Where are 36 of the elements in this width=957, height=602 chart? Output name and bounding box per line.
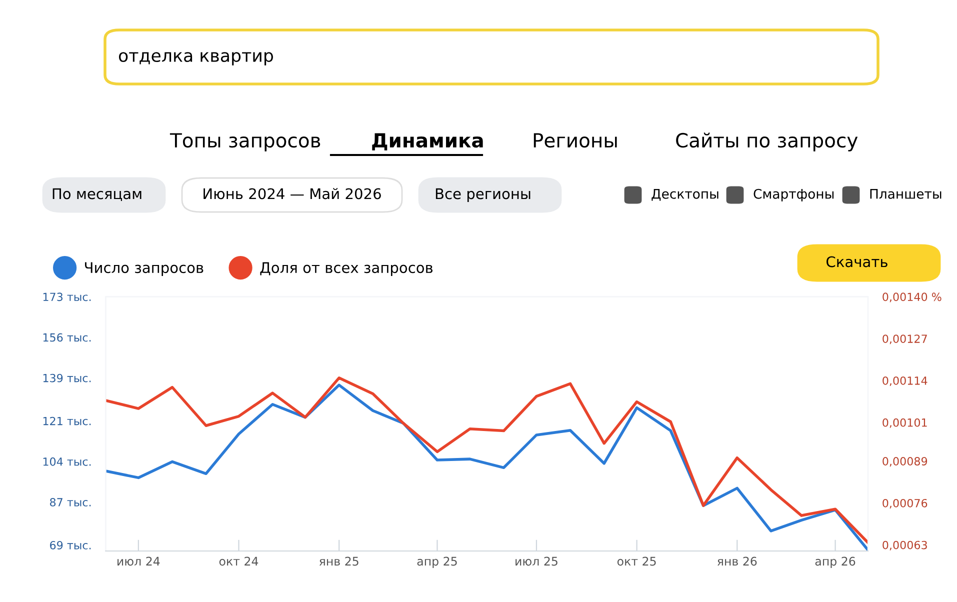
chart-title: отделка квартир — [118, 52, 274, 66]
text: Июнь 2024 — Май 2026 — [204, 188, 381, 200]
x-tick-label: окт 24 — [219, 556, 258, 566]
x-tick-label: июл 24 — [118, 556, 160, 566]
y2-tick-label: 0,00127 — [882, 334, 927, 344]
y2-tick-label: 0,00114 — [882, 376, 928, 386]
text: Динамика — [372, 133, 483, 150]
y2-tick-label: 0,00140 % — [882, 292, 942, 302]
y2-tick-label: 0,00063 — [882, 540, 927, 550]
text: Скачать — [826, 256, 888, 268]
x-tick-label: июл 25 — [516, 556, 558, 566]
text: Планшеты — [870, 189, 942, 199]
y-tick-label: 87 тыс. — [50, 498, 91, 506]
text: Регионы — [534, 133, 617, 148]
text: Десктопы — [652, 189, 718, 201]
y-tick-label: 156 тыс. — [43, 333, 91, 342]
text: По месяцам — [52, 188, 142, 202]
text: Смартфоны — [754, 188, 834, 202]
text: Топы запросов — [170, 133, 320, 152]
x-tick-label: янв 26 — [718, 556, 757, 566]
y-tick-label: 173 тыс. — [43, 292, 91, 302]
y2-tick-label: 0,00089 — [882, 457, 928, 467]
y-tick-label: 121 тыс. — [43, 416, 91, 426]
x-tick-label: янв 25 — [319, 556, 358, 566]
legend-label: Число запросов — [85, 262, 204, 276]
y2-tick-label: 0,00101 — [882, 418, 927, 428]
text: Сайты по запросу — [676, 132, 858, 152]
y2-tick-label: 0,00076 — [882, 498, 928, 508]
y-tick-label: 69 тыс. — [50, 541, 91, 550]
y-tick-label: 104 тыс. — [43, 457, 91, 466]
legend-label: Доля от всех запросов — [260, 262, 433, 276]
x-tick-label: окт 25 — [617, 556, 656, 566]
y-tick-label: 139 тыс. — [43, 374, 91, 382]
text: Все регионы — [436, 188, 530, 202]
x-tick-label: апр 25 — [417, 556, 457, 568]
x-tick-label: апр 26 — [815, 556, 856, 568]
